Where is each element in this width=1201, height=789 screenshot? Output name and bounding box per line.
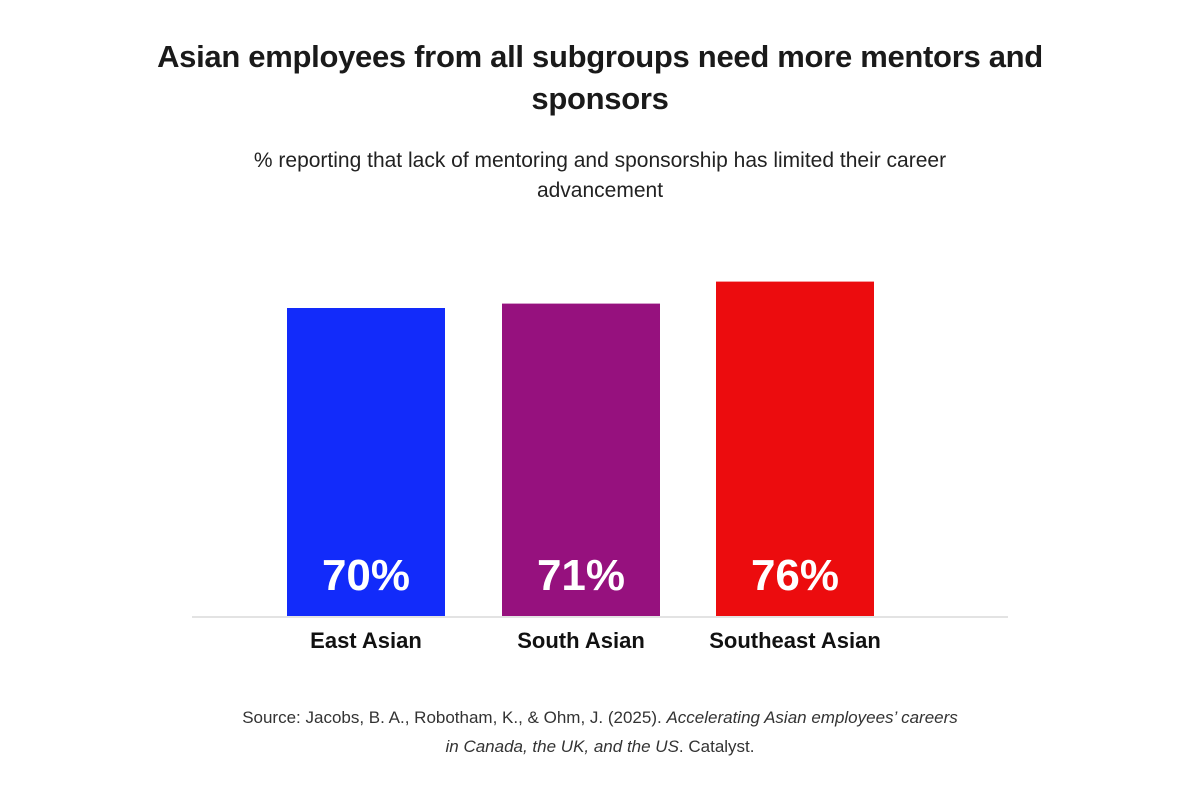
chart-subtitle: % reporting that lack of mentoring and s… (253, 149, 947, 202)
category-label: East Asian (310, 628, 422, 653)
category-label: South Asian (517, 628, 645, 653)
source-title-part2: in Canada, the UK, and the US (445, 737, 679, 756)
bar-south-asian (502, 303, 660, 616)
bars-layer (287, 281, 874, 616)
value-label: 71% (537, 551, 625, 600)
chart-title: Asian employees from all subgroups need … (157, 39, 1043, 116)
bar-east-asian (287, 308, 445, 616)
bar-southeast-asian (716, 281, 874, 616)
category-label: Southeast Asian (709, 628, 881, 653)
value-label: 76% (751, 551, 839, 600)
source-prefix: Source: Jacobs, B. A., Robotham, K., & O… (242, 708, 667, 727)
source-title-part1: Accelerating Asian employees’ careers (666, 708, 958, 727)
source-note: Source: Jacobs, B. A., Robotham, K., & O… (150, 703, 1050, 761)
value-label: 70% (322, 551, 410, 600)
source-suffix: . Catalyst. (678, 737, 755, 756)
labels-layer: 70% East Asian 71% South Asian 76% Southeast … (310, 551, 881, 653)
